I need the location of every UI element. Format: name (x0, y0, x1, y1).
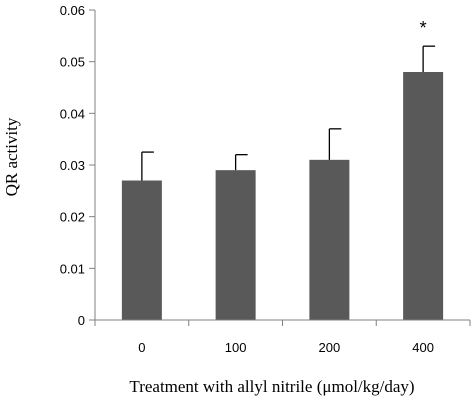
bar (215, 170, 256, 320)
bars (121, 72, 444, 320)
significance-annotations: * (420, 18, 427, 38)
y-tick-label: 0.03 (60, 158, 85, 173)
x-tick-label: 0 (138, 340, 145, 355)
x-tick-label: 400 (412, 340, 434, 355)
y-axis-title: QR activity (2, 117, 21, 196)
y-tick-labels: 0 0.01 0.02 0.03 0.04 0.05 0.06 (60, 3, 85, 328)
bar (403, 72, 444, 320)
y-tick-label: 0.05 (60, 55, 85, 70)
y-axis (89, 9, 96, 321)
bar (309, 159, 350, 320)
x-tick-label: 200 (319, 340, 341, 355)
y-tick-label: 0.01 (60, 261, 85, 276)
x-tick-label: 100 (225, 340, 247, 355)
x-axis (94, 319, 471, 326)
y-tick-label: 0.04 (60, 106, 85, 121)
error-bars (141, 45, 436, 181)
bar (121, 180, 162, 320)
x-tick-labels: 0 100 200 400 (138, 340, 434, 355)
y-tick-label: 0.02 (60, 210, 85, 225)
x-axis-title: Treatment with allyl nitrile (μmol/kg/da… (129, 377, 414, 396)
y-tick-label: 0 (78, 313, 85, 328)
significance-marker: * (420, 18, 427, 38)
y-tick-label: 0.06 (60, 3, 85, 18)
